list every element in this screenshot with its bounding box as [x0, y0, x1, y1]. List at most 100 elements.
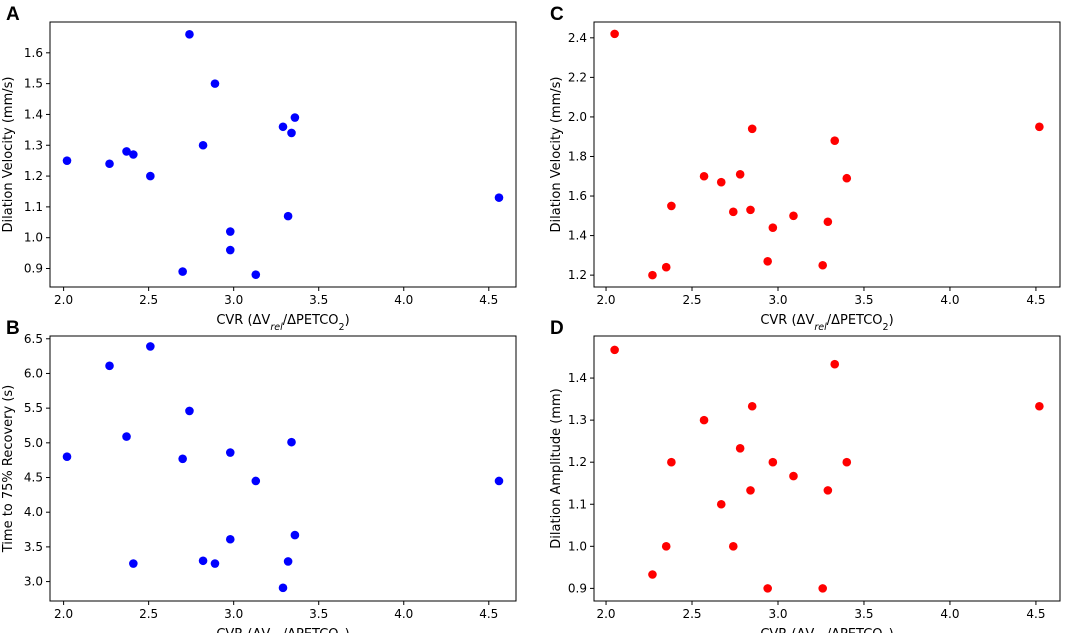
- data-point: [290, 530, 300, 540]
- plot-frame: [593, 21, 1061, 288]
- panel-d: D 2.0 2.5 3.0 3.5 4.0 4.5 0.9 1.0 1.1 1.2 1.3 1.4 CVR…: [549, 318, 1061, 633]
- x-tick-label: 3.5: [854, 607, 873, 621]
- y-tick-label: 4.5: [24, 471, 43, 485]
- panel-label: D: [550, 318, 564, 339]
- panel-c: C 2.0 2.5 3.0 3.5 4.0 4.5 1.2 1.4 1.6 1.8 2.0 2.2 2.4…: [549, 4, 1061, 333]
- y-tick-label: 1.2: [568, 455, 587, 469]
- data-point: [122, 432, 131, 441]
- x-axis-label-part: /ΔPETCO: [283, 313, 339, 328]
- data-point: [225, 534, 235, 544]
- data-point: [122, 147, 131, 156]
- data-point: [225, 448, 235, 457]
- panel-b: B 2.0 2.5 3.0 3.5 4.0 4.5 3.0 3.5 4.0 4.5 5.0 5.5 6.0…: [1, 318, 517, 633]
- x-axis-label-part: CVR (ΔV: [216, 627, 270, 633]
- x-axis-label-part: ): [345, 627, 350, 633]
- x-tick-label: 2.0: [54, 607, 73, 621]
- x-tick-label: 4.0: [394, 607, 413, 621]
- data-point: [789, 471, 798, 481]
- data-point: [1035, 401, 1044, 411]
- y-tick-label: 2.4: [568, 31, 587, 45]
- x-axis-label: CVR (ΔVrel/ΔPETCO2): [216, 313, 349, 333]
- data-point: [768, 457, 778, 467]
- data-point: [818, 260, 828, 270]
- y-tick-label: 1.4: [568, 229, 587, 243]
- data-point: [225, 245, 235, 255]
- data-point: [278, 122, 288, 132]
- x-axis-label-part: rel: [814, 322, 827, 333]
- x-axis-label-part: 2: [339, 322, 345, 333]
- data-point: [763, 256, 772, 266]
- x-axis-label-part: 2: [883, 322, 889, 333]
- data-point: [210, 559, 220, 568]
- data-point: [699, 415, 709, 425]
- data-point: [178, 454, 187, 464]
- y-tick-label: 4.0: [24, 505, 43, 519]
- x-tick-label: 3.5: [309, 607, 328, 621]
- y-tick-label: 1.6: [24, 46, 43, 60]
- plot-frame: [49, 335, 517, 602]
- data-point: [283, 557, 293, 566]
- y-axis-label: Dilation Amplitude (mm): [549, 388, 564, 548]
- x-tick-label: 4.5: [1026, 607, 1045, 621]
- x-axis-label-part: ): [345, 313, 350, 328]
- data-point: [661, 262, 671, 272]
- y-tick-label: 5.5: [24, 401, 43, 415]
- data-point: [728, 542, 738, 551]
- x-tick-label: 4.5: [479, 607, 498, 621]
- y-tick-label: 1.3: [568, 413, 587, 427]
- y-tick-label: 1.0: [24, 231, 43, 245]
- x-tick-label: 3.0: [768, 293, 787, 307]
- x-tick-label: 4.0: [940, 607, 959, 621]
- x-axis-label-part: /ΔPETCO: [283, 627, 339, 633]
- x-tick-label: 3.0: [768, 607, 787, 621]
- panel-a: A 2.0 2.5 3.0 3.5 4.0 4.5 0.9 1.0 1.1 1.2 1.3 1.4 1.5…: [1, 4, 517, 333]
- data-point: [842, 173, 852, 183]
- data-point: [667, 201, 676, 211]
- x-tick-label: 3.0: [224, 607, 243, 621]
- data-point: [62, 452, 72, 462]
- data-point: [185, 406, 194, 416]
- x-axis-label: CVR (ΔVrel/ΔPETCO2): [760, 313, 893, 333]
- data-point: [146, 342, 155, 351]
- x-axis-label-part: CVR (ΔV: [760, 313, 814, 328]
- x-axis-label: CVR (ΔVrel/ΔPETCO2): [216, 627, 349, 633]
- y-tick-label: 1.3: [24, 138, 43, 152]
- y-tick-label: 0.9: [568, 581, 587, 595]
- x-tick-label: 2.5: [682, 293, 701, 307]
- data-point: [716, 499, 726, 509]
- x-tick-label: 2.0: [596, 293, 615, 307]
- x-axis-label-part: CVR (ΔV: [760, 627, 814, 633]
- data-point: [1035, 122, 1044, 132]
- y-axis-label: Time to 75% Recovery (s): [1, 385, 16, 553]
- data-point: [251, 270, 261, 279]
- data-point: [287, 437, 296, 447]
- x-axis-label-part: CVR (ΔV: [216, 313, 270, 328]
- data-point: [278, 583, 288, 593]
- data-point: [823, 217, 833, 227]
- y-axis-label: Dilation Velocity (mm/s): [549, 77, 564, 233]
- y-tick-label: 1.4: [568, 371, 587, 385]
- x-axis-label-part: /ΔPETCO: [827, 313, 883, 328]
- y-tick-label: 1.1: [568, 497, 587, 511]
- data-point: [210, 79, 220, 88]
- x-tick-label: 3.0: [224, 293, 243, 307]
- data-point: [198, 556, 208, 566]
- data-point: [610, 29, 619, 39]
- y-tick-label: 1.6: [568, 189, 587, 203]
- data-point: [763, 584, 772, 593]
- x-axis-label-part: /ΔPETCO: [827, 627, 883, 633]
- panel-label: A: [6, 4, 20, 25]
- y-tick-label: 3.0: [24, 575, 43, 589]
- data-point: [129, 559, 138, 568]
- x-axis-label-part: rel: [270, 322, 283, 333]
- y-tick-label: 1.5: [24, 77, 43, 91]
- y-tick-label: 2.0: [568, 110, 587, 124]
- plot-frame: [593, 335, 1061, 602]
- data-point: [789, 211, 798, 221]
- data-point: [746, 205, 755, 215]
- data-point: [146, 171, 155, 181]
- data-point: [129, 150, 138, 159]
- x-axis-label: CVR (ΔVrel/ΔPETCO2): [760, 627, 893, 633]
- x-tick-label: 2.0: [54, 293, 73, 307]
- data-point: [251, 476, 261, 486]
